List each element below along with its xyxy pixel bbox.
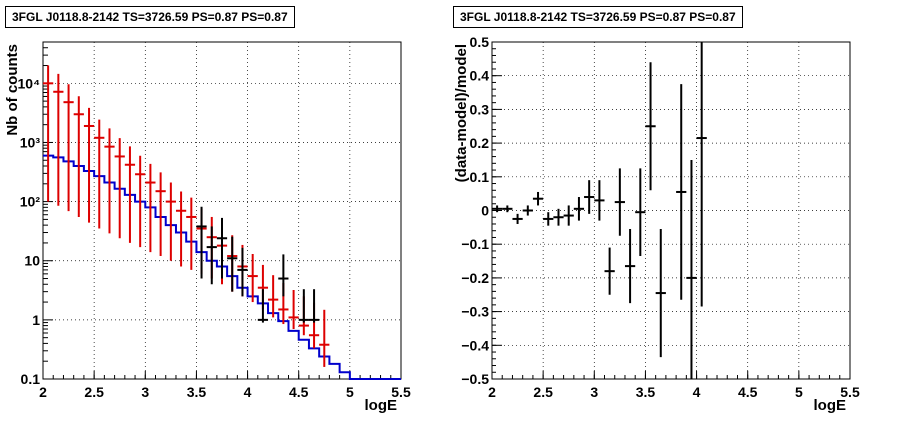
data-point bbox=[308, 289, 320, 323]
data-point bbox=[298, 289, 309, 323]
plot-frame bbox=[491, 41, 851, 380]
data-point bbox=[288, 289, 299, 330]
data-point bbox=[196, 206, 207, 279]
data-point bbox=[604, 247, 615, 295]
y-tick-label: −0.5 bbox=[461, 371, 489, 387]
x-tick-label: 5 bbox=[346, 384, 354, 400]
x-tick-label: 2 bbox=[39, 384, 47, 400]
plot-frame bbox=[42, 41, 402, 380]
data-point bbox=[53, 73, 64, 206]
left-chart-title: 3FGL J0118.8-2142 TS=3726.59 PS=0.87 PS=… bbox=[5, 6, 295, 28]
x-axis-label: logE bbox=[814, 397, 847, 414]
data-point bbox=[676, 84, 687, 300]
data-point bbox=[135, 155, 146, 248]
x-tick-label: 3 bbox=[590, 384, 598, 400]
x-tick-label: 3.5 bbox=[187, 384, 207, 400]
data-point bbox=[543, 212, 554, 226]
y-tick-label: 0 bbox=[481, 203, 489, 219]
x-tick-label: 5 bbox=[795, 384, 803, 400]
y-tick-label: 0.1 bbox=[21, 371, 41, 387]
data-point bbox=[73, 96, 84, 217]
data-point bbox=[278, 254, 289, 297]
data-point bbox=[94, 119, 105, 229]
y-tick-label: 0.3 bbox=[470, 101, 490, 117]
data-point bbox=[83, 107, 95, 223]
data-point bbox=[216, 217, 228, 279]
data-point bbox=[319, 309, 330, 367]
x-tick-label: 3 bbox=[141, 384, 149, 400]
y-tick-label: 10² bbox=[20, 194, 41, 210]
data-point bbox=[186, 197, 197, 270]
x-tick-label: 4 bbox=[693, 384, 701, 400]
y-tick-label: 0.1 bbox=[470, 169, 490, 185]
data-point bbox=[696, 42, 707, 307]
data-point bbox=[532, 191, 544, 206]
data-point bbox=[155, 172, 166, 257]
data-point bbox=[584, 180, 595, 214]
data-point bbox=[175, 191, 187, 267]
y-tick-label: 0.4 bbox=[470, 68, 490, 84]
x-tick-label: 2.5 bbox=[84, 384, 104, 400]
data-point bbox=[124, 146, 136, 243]
y-tick-label: 0.2 bbox=[470, 135, 490, 151]
data-point bbox=[63, 84, 74, 212]
data-point bbox=[268, 275, 279, 318]
x-tick-label: 5.5 bbox=[840, 384, 860, 400]
data-point bbox=[43, 65, 54, 202]
data-point bbox=[553, 208, 564, 226]
data-point bbox=[114, 138, 125, 239]
counts-chart: 2 2.5 3 3.5 4 4.5 5 5.5 0.1 1 10 10² 10³ 10⁴ logE Nb of… bbox=[4, 41, 411, 414]
data-point bbox=[624, 229, 636, 304]
y-tick-label: 10 bbox=[24, 253, 40, 269]
residual-chart: 2 2.5 3 3.5 4 4.5 5 5.5 −0.5 −0.4 −0.3 −0.2 −0.1 0 0.1… bbox=[453, 34, 860, 414]
data-point bbox=[635, 168, 646, 256]
y-tick-label: −0.3 bbox=[461, 304, 489, 320]
data-point bbox=[563, 205, 574, 226]
y-tick-label: −0.4 bbox=[461, 337, 489, 353]
x-tick-label: 5.5 bbox=[391, 384, 411, 400]
x-tick-label: 4 bbox=[244, 384, 252, 400]
data-point bbox=[522, 205, 533, 216]
x-tick-label: 4.5 bbox=[738, 384, 758, 400]
data-point bbox=[104, 128, 115, 234]
data-point bbox=[492, 205, 503, 213]
data-point bbox=[227, 236, 238, 292]
y-axis-label: (data-model)/model bbox=[453, 44, 470, 182]
data-point bbox=[645, 62, 656, 191]
data-point bbox=[512, 213, 523, 224]
right-chart-title: 3FGL J0118.8-2142 TS=3726.59 PS=0.87 PS=… bbox=[453, 6, 743, 28]
data-point bbox=[145, 163, 156, 253]
y-tick-label: −0.1 bbox=[461, 236, 489, 252]
data-point bbox=[237, 247, 248, 297]
y-tick-label: 10⁴ bbox=[18, 75, 41, 91]
x-tick-label: 4.5 bbox=[289, 384, 309, 400]
data-point bbox=[573, 197, 585, 221]
data-point bbox=[655, 229, 666, 358]
y-axis-label: Nb of counts bbox=[4, 44, 21, 136]
y-tick-label: −0.2 bbox=[461, 270, 489, 286]
data-point bbox=[502, 205, 513, 213]
x-tick-label: 2.5 bbox=[533, 384, 553, 400]
data-point bbox=[206, 226, 217, 285]
data-point bbox=[614, 168, 625, 236]
data-point bbox=[594, 180, 605, 221]
y-tick-label: 0.5 bbox=[470, 34, 490, 50]
x-axis-label: logE bbox=[365, 397, 398, 414]
data-point bbox=[257, 289, 269, 323]
data-point bbox=[686, 159, 697, 379]
y-tick-label: 10³ bbox=[20, 134, 41, 150]
data-point bbox=[165, 182, 176, 261]
y-tick-label: 1 bbox=[32, 312, 40, 328]
x-tick-label: 2 bbox=[488, 384, 496, 400]
data-point bbox=[247, 253, 258, 303]
x-tick-label: 3.5 bbox=[636, 384, 656, 400]
